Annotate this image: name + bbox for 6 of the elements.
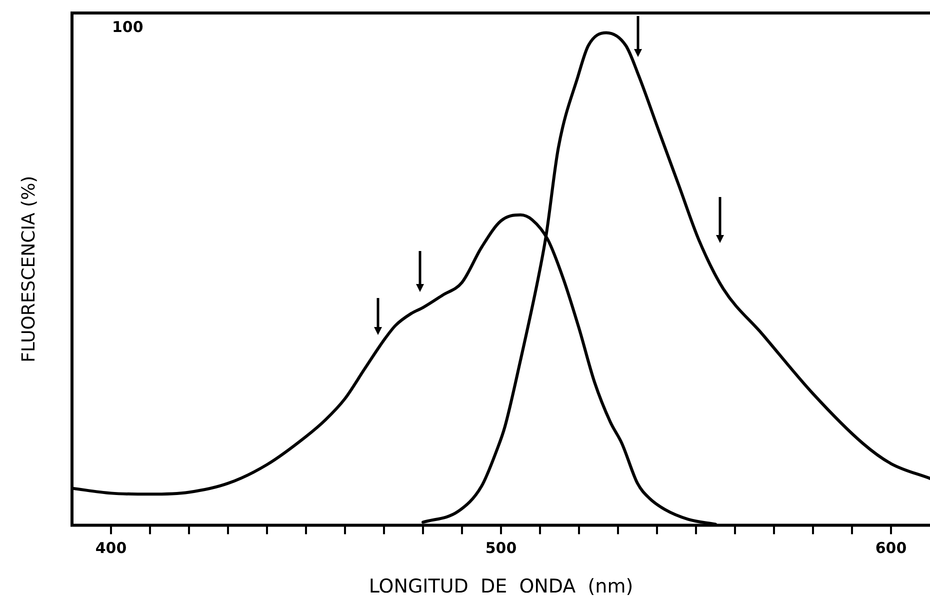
x-tick-label: 500 <box>485 539 517 558</box>
x-axis-title: LONGITUD DE ONDA (nm) <box>368 576 634 598</box>
x-tick-label: 400 <box>95 539 127 558</box>
annotation: 100 <box>112 18 144 36</box>
x-tick-label: 600 <box>875 539 907 558</box>
y-axis-title: FLUORESCENCIA (%) <box>18 176 40 362</box>
